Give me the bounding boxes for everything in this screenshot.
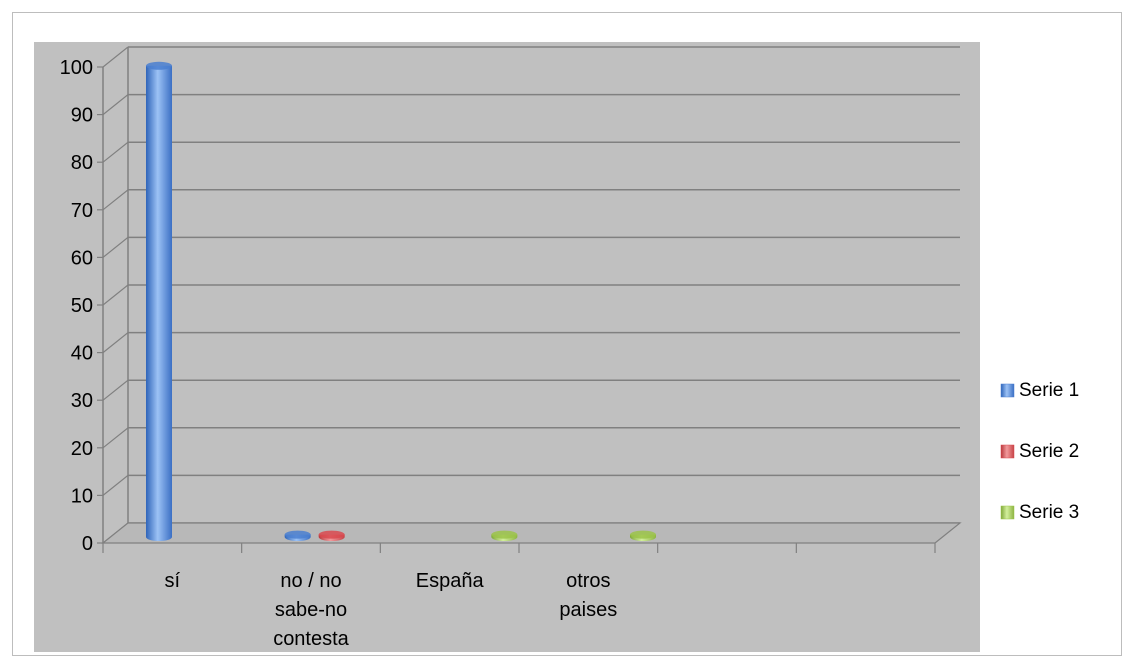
legend-label: Serie 3: [1019, 502, 1079, 523]
plot-area: [34, 42, 980, 652]
gridline-depth: [102, 94, 129, 116]
y-tick-label: 20: [71, 438, 93, 460]
y-tick-label: 0: [82, 533, 93, 555]
y-tick-label: 90: [71, 105, 93, 127]
bar-top: [284, 530, 311, 539]
bar-top: [318, 530, 345, 539]
gridline-depth: [102, 427, 129, 449]
bar: [318, 530, 345, 541]
y-axis-labels: 0 10 20 30 40 50 60 70 80 90 100: [60, 57, 93, 555]
x-axis-labels: sí no / no sabe-no contesta España otros paise…: [165, 570, 618, 650]
bar: [491, 530, 518, 542]
floor: [101, 522, 962, 544]
bar: [146, 61, 173, 541]
bar-top: [146, 61, 173, 70]
bar: [284, 530, 311, 541]
legend: Serie 1 Serie 2 Serie 3: [1000, 380, 1079, 523]
bar-top: [491, 530, 518, 539]
x-tick-label: contesta: [273, 628, 349, 650]
bars: [146, 61, 657, 542]
gridline-depth: [102, 379, 129, 401]
legend-label: Serie 2: [1019, 441, 1079, 462]
x-tick-label: no / no: [280, 570, 341, 592]
bar: [630, 530, 657, 541]
y-tick-label: 60: [71, 247, 93, 269]
y-tick-label: 70: [71, 200, 93, 222]
y-tick-label: 10: [71, 485, 93, 507]
bar-body: [146, 65, 173, 541]
y-tick-label: 50: [71, 295, 93, 317]
gridline-depth: [102, 46, 129, 68]
gridline-depth: [102, 332, 129, 354]
y-tick-label: 100: [60, 57, 93, 79]
gridline-depth: [102, 284, 129, 306]
y-tick-label: 30: [71, 390, 93, 412]
y-tick-label: 80: [71, 152, 93, 174]
x-tick-label: otros: [566, 570, 610, 592]
x-tick-label: España: [416, 570, 485, 592]
gridline-depth: [102, 236, 129, 258]
legend-swatch: [1000, 444, 1015, 459]
bar-top: [630, 530, 657, 539]
legend-label: Serie 1: [1019, 380, 1079, 401]
legend-swatch: [1000, 505, 1015, 520]
legend-swatch: [1000, 383, 1015, 398]
y-tick-label: 40: [71, 343, 93, 365]
gridline-depth: [102, 141, 129, 163]
x-tick-label: sí: [165, 570, 181, 592]
x-tick-label: paises: [559, 599, 617, 621]
gridline-depth: [102, 474, 129, 496]
x-tick-label: sabe-no: [275, 599, 347, 621]
axes: [97, 66, 962, 553]
gridline-depth: [102, 189, 129, 211]
